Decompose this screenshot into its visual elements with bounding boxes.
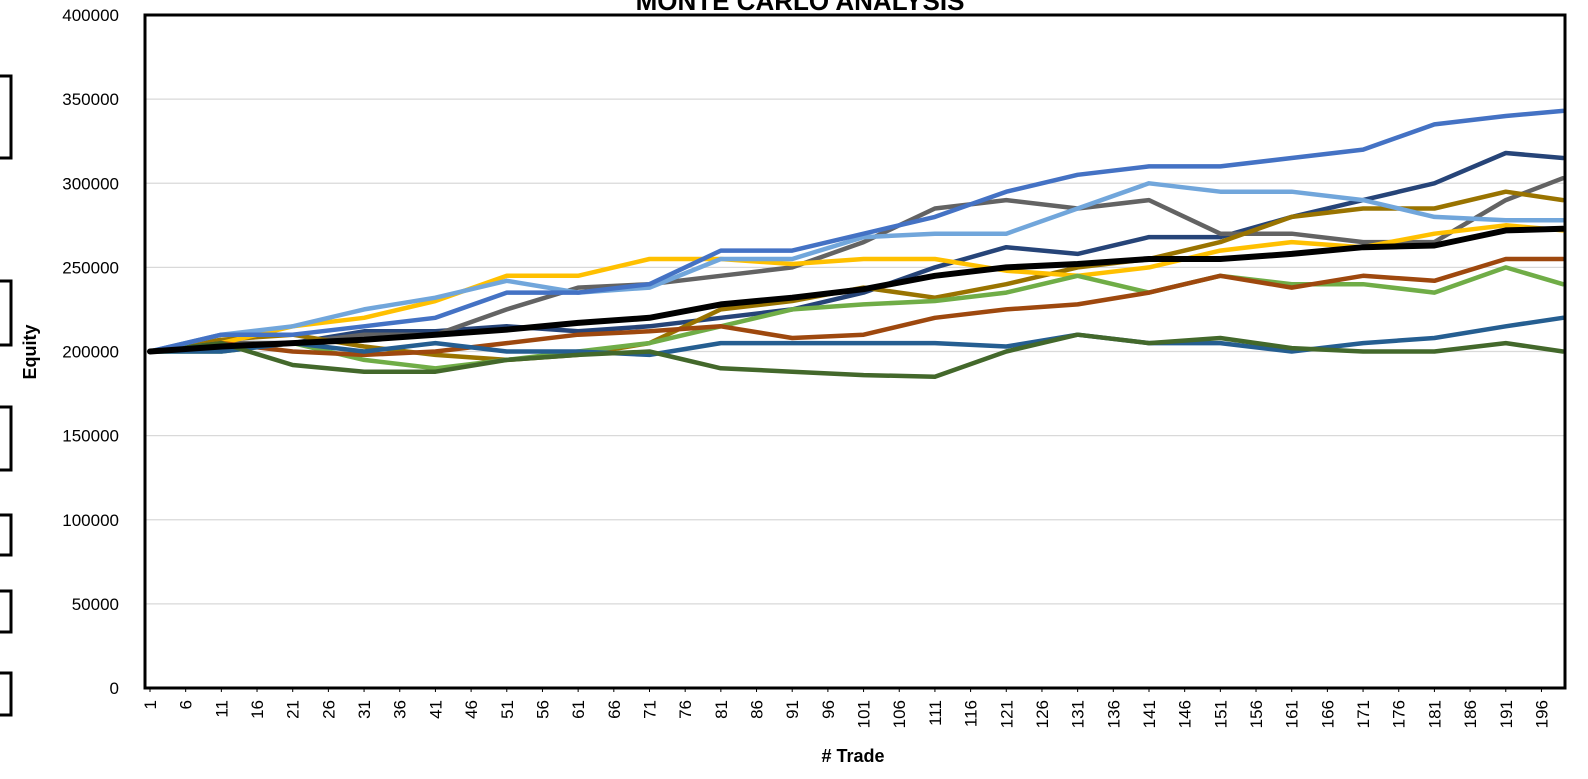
y-tick-label: 200000 xyxy=(62,343,119,362)
fragment xyxy=(0,513,13,557)
y-tick-label: 100000 xyxy=(62,511,119,530)
x-tick-label: 101 xyxy=(855,700,874,728)
series-line xyxy=(147,315,1566,358)
chart-title: MONTE CARLO ANALYSIS xyxy=(636,0,965,16)
plot-border xyxy=(143,13,1567,690)
x-tick-label: 156 xyxy=(1247,700,1266,728)
y-tick-label: 300000 xyxy=(62,174,119,193)
series-line xyxy=(147,181,1566,354)
x-tick-label: 6 xyxy=(177,700,196,709)
x-tick-label: 186 xyxy=(1461,700,1480,728)
y-tick-label: 50000 xyxy=(72,595,119,614)
x-tick-label: 136 xyxy=(1104,700,1123,728)
x-tick-label: 116 xyxy=(962,700,981,727)
y-tick-label: 350000 xyxy=(62,90,119,109)
x-tick-label: 16 xyxy=(248,700,267,719)
fragment xyxy=(0,589,13,634)
x-tick-label: 191 xyxy=(1497,700,1516,728)
y-tick-label: 150000 xyxy=(62,427,119,446)
series-line xyxy=(147,175,1566,354)
x-tick-label: 166 xyxy=(1318,700,1337,728)
x-tick-label: 1 xyxy=(141,700,160,709)
x-tick-label: 131 xyxy=(1069,700,1088,728)
y-tick-label: 0 xyxy=(110,679,119,698)
x-axis-title: # Trade xyxy=(821,746,884,766)
x-tick-label: 196 xyxy=(1532,700,1551,728)
series-line xyxy=(147,332,1566,379)
y-tick-label: 400000 xyxy=(62,6,119,25)
x-tick-label: 91 xyxy=(783,700,802,719)
x-tick-label: 26 xyxy=(319,700,338,719)
x-tick-label: 106 xyxy=(890,700,909,728)
x-tick-label: 76 xyxy=(676,700,695,719)
edge-fragments xyxy=(0,74,13,717)
series-line xyxy=(147,225,1566,355)
x-tick-label: 61 xyxy=(569,700,588,719)
series-line xyxy=(147,108,1566,354)
y-axis-title: Equity xyxy=(20,324,40,379)
x-tick-label: 41 xyxy=(426,700,445,719)
x-tick-label: 96 xyxy=(819,700,838,719)
x-tick-label: 171 xyxy=(1354,700,1373,728)
x-tick-label: 151 xyxy=(1211,700,1230,728)
x-tick-label: 146 xyxy=(1176,700,1195,728)
x-tick-label: 86 xyxy=(748,700,767,719)
x-tick-label: 31 xyxy=(355,700,374,719)
x-tick-label: 71 xyxy=(640,700,659,719)
x-tick-label: 81 xyxy=(712,700,731,719)
series-line xyxy=(147,223,1566,354)
x-tick-label: 46 xyxy=(462,700,481,719)
x-tick-label: 121 xyxy=(997,700,1016,728)
x-tick-label: 176 xyxy=(1390,700,1409,728)
tick-labels: 0 50000 100000 150000 200000 250000 300000 3500… xyxy=(62,6,1551,728)
x-tick-label: 21 xyxy=(284,700,303,719)
x-tick-label: 111 xyxy=(926,700,945,726)
fragment xyxy=(0,405,13,472)
x-tick-label: 181 xyxy=(1425,700,1444,728)
series-line xyxy=(147,256,1566,358)
series-line xyxy=(147,265,1566,371)
series-lines xyxy=(147,108,1566,379)
fragment xyxy=(0,279,13,347)
y-tick-label: 250000 xyxy=(62,258,119,277)
x-tick-label: 56 xyxy=(533,700,552,719)
x-tick-label: 11 xyxy=(212,700,231,718)
x-tick-label: 66 xyxy=(605,700,624,719)
x-tick-label: 51 xyxy=(498,700,517,719)
fragment xyxy=(0,74,13,160)
fragment xyxy=(0,671,13,717)
x-tick-label: 161 xyxy=(1283,700,1302,728)
x-tick-label: 126 xyxy=(1033,700,1052,728)
x-tick-label: 141 xyxy=(1140,700,1159,728)
series-line xyxy=(147,150,1566,354)
x-tick-label: 36 xyxy=(391,700,410,719)
